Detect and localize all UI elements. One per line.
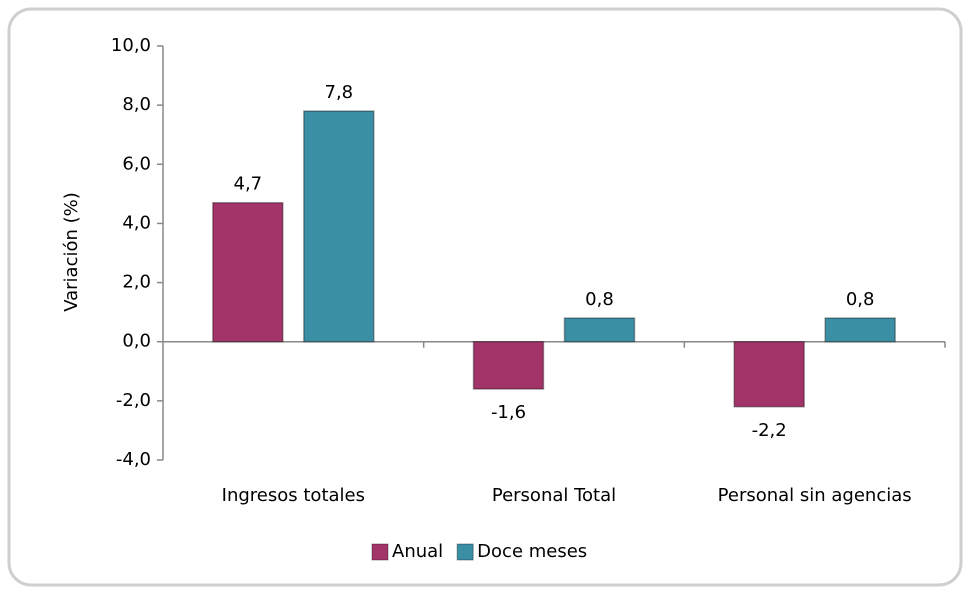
bar xyxy=(212,201,284,343)
x-tick-label: Ingresos totales xyxy=(222,485,365,506)
legend-label: Doce meses xyxy=(477,541,587,562)
y-tick-label: 6,0 xyxy=(122,153,151,174)
y-tick-label: -4,0 xyxy=(116,449,151,470)
data-label: -2,2 xyxy=(752,420,787,441)
legend-swatch xyxy=(456,543,474,561)
y-axis-label: Variación (%) xyxy=(61,192,82,312)
y-tick-label: 0,0 xyxy=(122,331,151,352)
chart-frame xyxy=(7,7,963,587)
x-tick-label: Personal sin agencias xyxy=(718,485,912,506)
legend-swatch xyxy=(371,543,389,561)
y-tick-label: 4,0 xyxy=(122,212,151,233)
data-label: -1,6 xyxy=(491,402,526,423)
y-tick-label: 2,0 xyxy=(122,272,151,293)
data-label: 0,8 xyxy=(585,289,614,310)
bar xyxy=(303,110,375,343)
bar xyxy=(733,340,805,408)
data-label: 7,8 xyxy=(325,82,354,103)
legend-label: Anual xyxy=(392,541,443,562)
data-label: 0,8 xyxy=(846,289,875,310)
y-tick-label: 8,0 xyxy=(122,94,151,115)
bar xyxy=(472,340,545,390)
data-label: 4,7 xyxy=(234,174,263,195)
bar xyxy=(824,317,896,343)
y-tick-label: 10,0 xyxy=(111,35,151,56)
x-tick-label: Personal Total xyxy=(492,485,616,506)
bar xyxy=(563,317,636,343)
y-tick-label: -2,0 xyxy=(116,390,151,411)
